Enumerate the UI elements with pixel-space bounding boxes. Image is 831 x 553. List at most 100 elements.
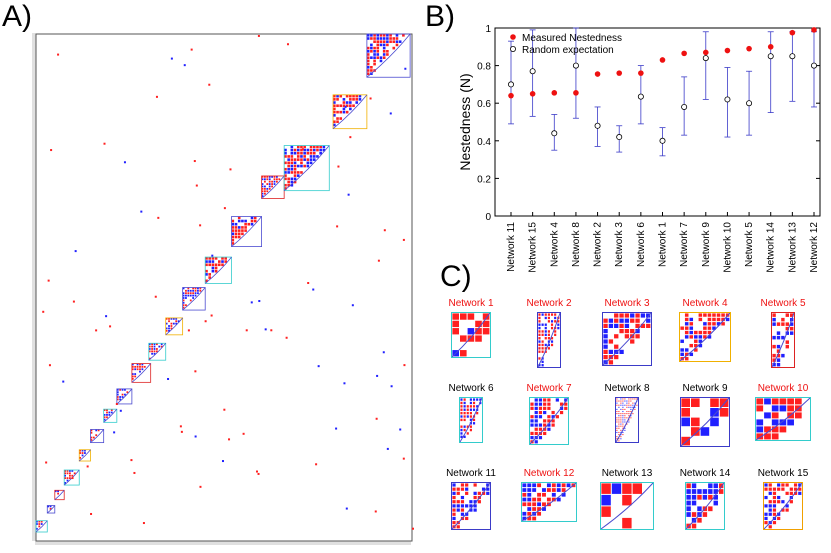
matrix-cell: [231, 238, 235, 242]
network-cell: [532, 507, 537, 511]
matrix-cell: [194, 287, 197, 290]
matrix-cell: [370, 50, 373, 53]
matrix-cell: [103, 418, 106, 421]
network-cell: [544, 347, 547, 350]
scattered-cell: [223, 408, 226, 411]
network-13-label: Network 13: [601, 468, 653, 479]
x-tick-label: Network 11: [506, 222, 517, 272]
matrix-cell: [273, 180, 276, 183]
matrix-cell: [168, 317, 170, 320]
scattered-cell: [264, 328, 267, 331]
matrix-cell: [250, 222, 254, 226]
network-4-panel: Network 4: [670, 298, 740, 362]
network-cell: [544, 313, 547, 316]
matrix-cell: [121, 396, 124, 398]
network-cell: [713, 500, 718, 506]
matrix-cell: [143, 365, 146, 368]
network-cell: [628, 419, 630, 421]
scattered-cell: [376, 374, 379, 377]
measured-nestedness-point: [724, 47, 731, 54]
network-cell: [534, 419, 538, 423]
network-cell: [543, 402, 547, 406]
random-expectation-point: [637, 93, 644, 100]
network-14-matrix: [685, 482, 725, 530]
network-cell: [616, 398, 618, 400]
matrix-cell: [237, 235, 241, 239]
network-cell: [614, 318, 619, 323]
network-cell: [698, 330, 703, 335]
matrix-cell: [290, 151, 294, 155]
matrix-cell: [187, 289, 190, 292]
module-frame: [204, 256, 232, 284]
matrix-cell: [231, 232, 235, 236]
isocline-curve: [165, 317, 183, 336]
network-cell: [544, 343, 547, 347]
matrix-cell: [211, 260, 215, 263]
network-cell: [465, 483, 469, 487]
network-cell: [472, 408, 476, 411]
matrix-cell: [38, 523, 41, 525]
network-cell: [538, 410, 543, 415]
measured-nestedness-point: [659, 57, 666, 63]
network-cell: [632, 406, 634, 408]
network-cell: [787, 398, 794, 405]
network-cell: [603, 349, 608, 354]
scattered-cell: [312, 288, 315, 291]
network-cell: [469, 504, 473, 508]
matrix-cell: [69, 474, 71, 477]
network-cell: [620, 417, 622, 419]
matrix-cell: [386, 37, 389, 40]
network-cell: [460, 508, 465, 512]
matrix-cell: [38, 525, 41, 528]
matrix-cell: [36, 523, 38, 525]
matrix-cell: [366, 53, 370, 56]
legend-label-measured: Measured Nestedness: [522, 33, 622, 44]
network-cell: [620, 431, 622, 434]
network-cell: [716, 313, 721, 317]
network-cell: [640, 313, 646, 318]
network-cell: [466, 405, 469, 408]
network-cell: [624, 421, 626, 423]
network-cell: [532, 497, 537, 502]
network-cell: [472, 422, 476, 425]
network-cell: [538, 333, 541, 337]
network-cell: [530, 419, 534, 423]
scattered-cell: [245, 329, 248, 332]
matrix-cell: [175, 317, 178, 320]
network-cell: [559, 410, 564, 415]
network-cell: [544, 326, 547, 330]
isocline-curve: [182, 287, 206, 311]
network-cell: [544, 323, 547, 326]
matrix-cell: [148, 350, 151, 353]
network-cell: [542, 488, 546, 492]
matrix-cell: [306, 148, 310, 152]
network-3-matrix: [602, 312, 652, 366]
matrix-cell: [185, 289, 187, 292]
measured-nestedness-point: [594, 71, 601, 77]
network-cell: [614, 313, 619, 318]
network-cell: [680, 326, 684, 330]
matrix-cell: [237, 226, 241, 229]
network-cell: [622, 494, 632, 506]
network-cell: [547, 316, 550, 320]
network-cell: [547, 406, 551, 410]
network-cell: [541, 333, 544, 337]
network-cell: [460, 411, 463, 415]
matrix-cell: [151, 350, 153, 353]
network-cell: [772, 504, 777, 508]
scattered-cell: [167, 377, 170, 380]
network-cell: [476, 411, 479, 415]
network-cell: [702, 494, 708, 500]
network-cell: [646, 318, 651, 323]
network-frame: [771, 312, 795, 368]
network-cell: [460, 483, 465, 487]
matrix-cell: [333, 107, 336, 111]
network-cell: [635, 334, 640, 339]
network-cell: [547, 423, 551, 427]
network-cell: [473, 491, 477, 495]
network-cell: [700, 427, 710, 436]
matrix-cell: [131, 363, 134, 366]
matrix-cell: [192, 292, 195, 295]
network-cell: [530, 402, 534, 406]
network-cell: [554, 316, 557, 320]
